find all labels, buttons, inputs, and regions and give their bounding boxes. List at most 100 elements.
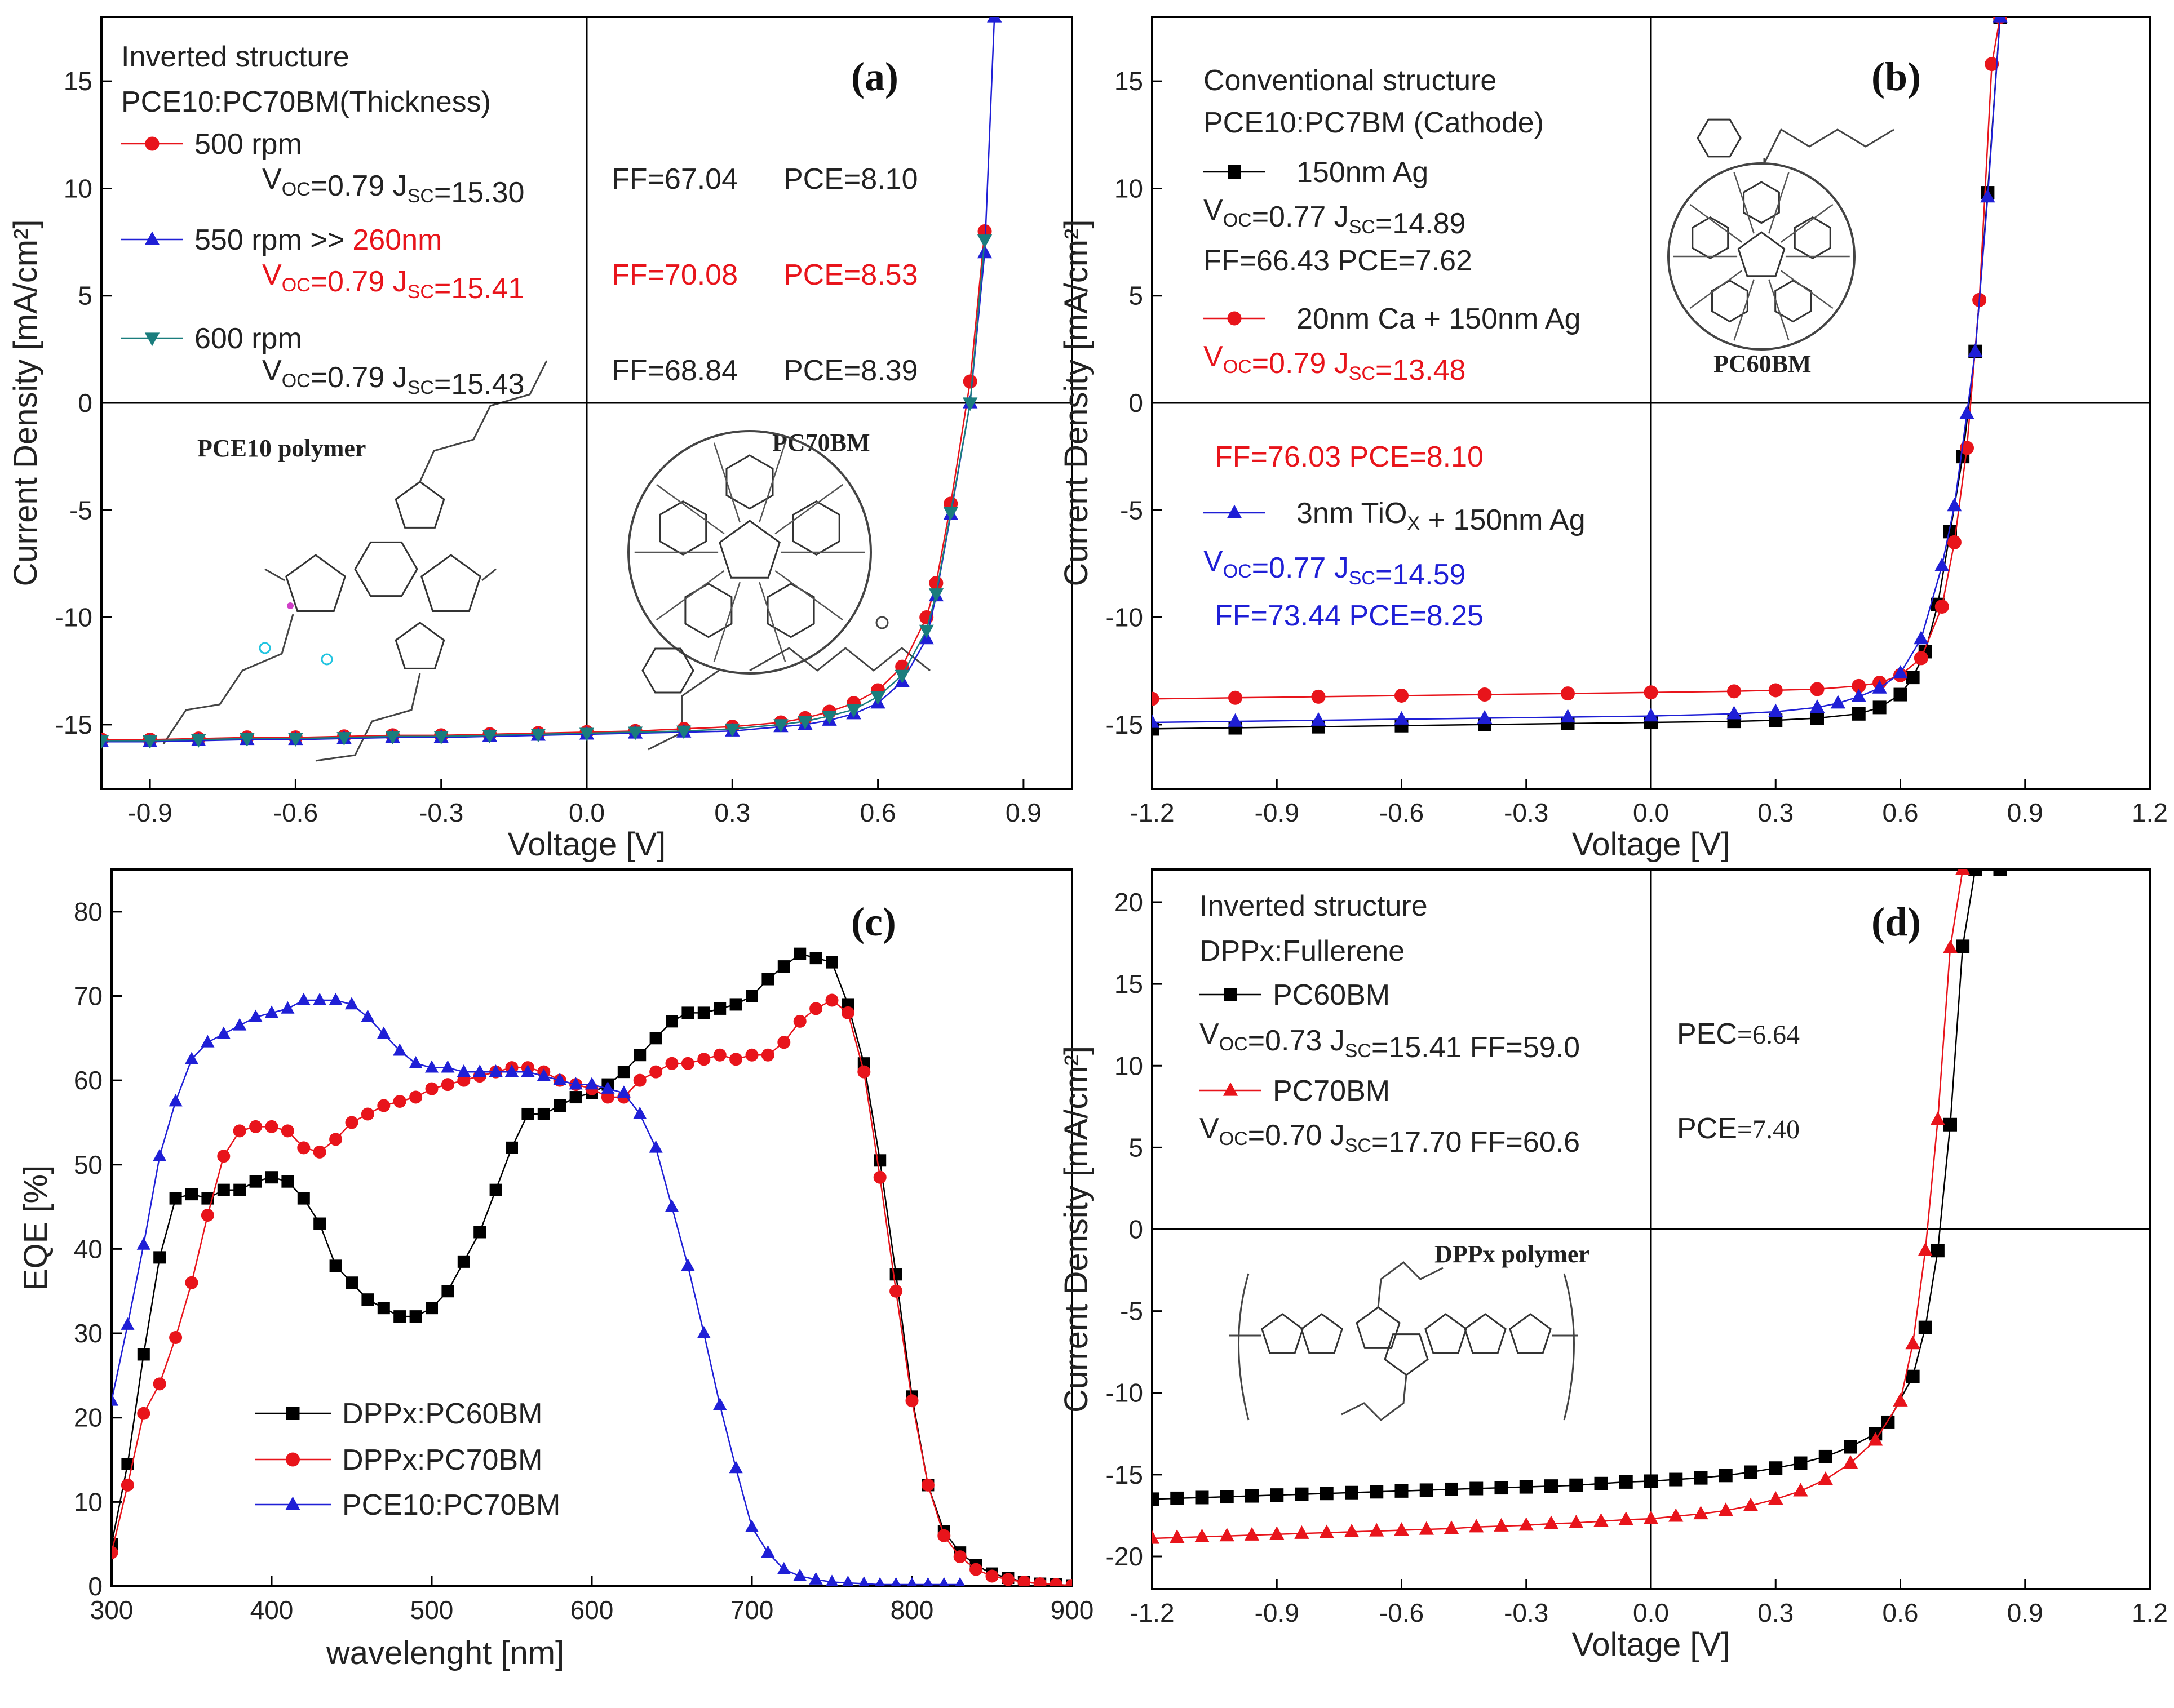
panel-c-series-2-point — [891, 1577, 901, 1586]
panel-d-series-0-point — [1818, 1449, 1832, 1463]
panel-c-series-1-point — [297, 1141, 311, 1155]
panel-d-label: (d) — [1871, 899, 1921, 944]
panel-a-series-1-point — [977, 245, 993, 259]
panel-d-y-tick-label: 10 — [1114, 1051, 1143, 1080]
panel-a-x-tick-label: 0.9 — [1006, 798, 1042, 827]
panel-c-y-tick-label: 80 — [74, 897, 103, 926]
panel-c-legend-entry-0: DPPx:PC60BM — [255, 1398, 542, 1430]
panel-c-series-0-point — [697, 1006, 710, 1019]
panel-d-x-tick-label: -1.2 — [1130, 1598, 1174, 1627]
panel-c-series-1-point — [857, 1065, 871, 1079]
panel-c-series-2-point — [504, 1064, 519, 1077]
panel-a-series-2-point — [919, 624, 934, 638]
panel-b-legend-label-2: 3nm TiOX + 150nm Ag — [1296, 497, 1586, 536]
panel-c-series-0-point — [794, 947, 807, 960]
panel-b-y-tick-label: 10 — [1114, 174, 1143, 203]
panel-c-series-layer — [112, 947, 1072, 1586]
panel-b-legend-title-2: PCE10:PC7BM (Cathode) — [1203, 107, 1544, 139]
panel-a-legend-entry-2-label: 600 rpm — [194, 322, 302, 355]
panel-c-series-0-point — [889, 1268, 902, 1281]
panel-a-structure-label-polymer: PCE10 polymer — [197, 434, 366, 462]
panel-a-structure-label-fullerene: PC70BM — [772, 429, 870, 456]
panel-c-series-0-point — [666, 1015, 678, 1028]
panel-a-y-tick-label: 0 — [78, 388, 92, 418]
panel-c-series-0-point — [329, 1259, 342, 1272]
panel-d-series-0-point — [1245, 1489, 1259, 1503]
panel-b-series-2-point — [1980, 189, 1995, 203]
panel-c-series-0-point — [729, 998, 742, 1011]
panel-b-series-1-point — [1985, 57, 1999, 72]
thiophene-ring — [285, 554, 347, 612]
panel-c-y-axis-title: EQE [%] — [17, 1165, 54, 1290]
panel-b-series-0-point — [1906, 671, 1920, 685]
side-thiophene-bottom — [395, 622, 445, 669]
panel-a-stats-voc-jsc-1: VOC=0.79 JSC=15.41 — [262, 259, 524, 305]
panel-b-series-layer — [1152, 17, 2008, 736]
panel-b-jv-conventional-cathode: (b) Conventional structure PCE10:PC7BM (… — [1151, 16, 2151, 790]
panel-a-legend-entry-1-label: 550 rpm >> 260nm — [194, 224, 442, 256]
panel-b-stats-ff-pce-1: FF=76.03 PCE=8.10 — [1215, 441, 1484, 473]
panel-c-x-tick-label: 500 — [410, 1595, 454, 1625]
panel-c-series-1-point — [793, 1014, 807, 1028]
panel-b-x-tick-label: 0.0 — [1633, 798, 1669, 827]
panel-c-series-2-point — [955, 1577, 966, 1586]
panel-a-stats-ff-0: FF=67.04 — [612, 163, 738, 196]
panel-c-series-0-point — [537, 1107, 550, 1120]
panel-d-legend-entry-0-marker — [1224, 988, 1237, 1001]
panel-d-series-0-point — [1918, 1320, 1932, 1334]
panel-b-series-1-point — [1152, 691, 1159, 706]
panel-a-series-1-point — [987, 17, 1002, 23]
panel-c-y-tick-label: 60 — [74, 1066, 103, 1095]
panel-c-series-1-point — [329, 1133, 343, 1146]
panel-a-series-2-point — [482, 730, 497, 744]
panel-b-series-2-point — [1959, 405, 1974, 419]
panel-c-legend-entry-1-label: DPPx:PC70BM — [342, 1444, 542, 1476]
panel-d-series-0-point — [1295, 1487, 1309, 1501]
pc70bm-cage-ring — [659, 500, 707, 556]
panel-a-x-tick-label: 0.6 — [860, 798, 896, 827]
panel-a-stats-ff-2: FF=68.84 — [612, 354, 738, 387]
panel-d-series-0-point — [1569, 1478, 1583, 1492]
panel-d-series-1-point — [1344, 1524, 1360, 1538]
panel-c-series-2-point — [825, 1574, 839, 1586]
panel-c-series-0-point — [617, 1066, 630, 1079]
panel-b-series-2-point — [1968, 343, 1983, 357]
panel-d-series-1-point — [1419, 1521, 1434, 1535]
panel-c-series-1-point — [889, 1284, 903, 1298]
panel-d-x-axis-title: Voltage [V] — [1572, 1626, 1730, 1663]
panel-c-series-1-point — [425, 1082, 439, 1095]
panel-c-series-0-point — [346, 1276, 358, 1289]
dpp-ring-1 — [1356, 1306, 1401, 1349]
panel-c-series-0-point — [649, 1032, 662, 1045]
panel-b-legend-entry-0 — [1203, 165, 1265, 179]
panel-c-series-1-point — [313, 1145, 326, 1159]
panel-c-series-2-point — [809, 1572, 823, 1585]
panel-b-series-1-point — [1934, 600, 1949, 614]
panel-c-series-0-point — [746, 990, 758, 1002]
panel-c-series-2-point — [521, 1064, 535, 1077]
panel-c-series-1-point — [169, 1331, 183, 1345]
panel-b-legend-entry-1 — [1203, 311, 1265, 326]
panel-a-series-2-point — [101, 735, 109, 749]
panel-b-series-0-point — [1872, 700, 1887, 715]
panel-d-y-tick-label: -15 — [1106, 1460, 1143, 1489]
panel-d-series-layer — [1152, 869, 2007, 1544]
panel-a-series-2-point — [822, 711, 837, 725]
chart-plot-layers: -0.9 -0.6 -0.3 0.0 0.3 0.6 0.9 -15 -10 -5 0 5 10 15 Vo… — [7, 17, 2168, 1671]
panel-a-y-tick-label: 15 — [64, 66, 92, 96]
panel-c-series-0-point — [506, 1141, 518, 1154]
panel-d-series-1-point — [1219, 1528, 1234, 1542]
panel-c-series-0-point — [777, 960, 790, 973]
panel-d-series-0-point — [1170, 1491, 1184, 1505]
panel-c-series-0-point — [473, 1226, 486, 1239]
thiophene-ring — [1261, 1313, 1304, 1354]
panel-d-series-0-point — [1719, 1469, 1733, 1483]
panel-b-series-1-point — [1768, 683, 1783, 698]
oxygen-atom-icon — [259, 642, 271, 654]
pc70bm-structure-diagram — [627, 430, 931, 751]
panel-c-series-1-point — [633, 1073, 647, 1087]
panel-a-series-1-line — [101, 17, 995, 743]
panel-c-series-1-point — [361, 1107, 374, 1121]
